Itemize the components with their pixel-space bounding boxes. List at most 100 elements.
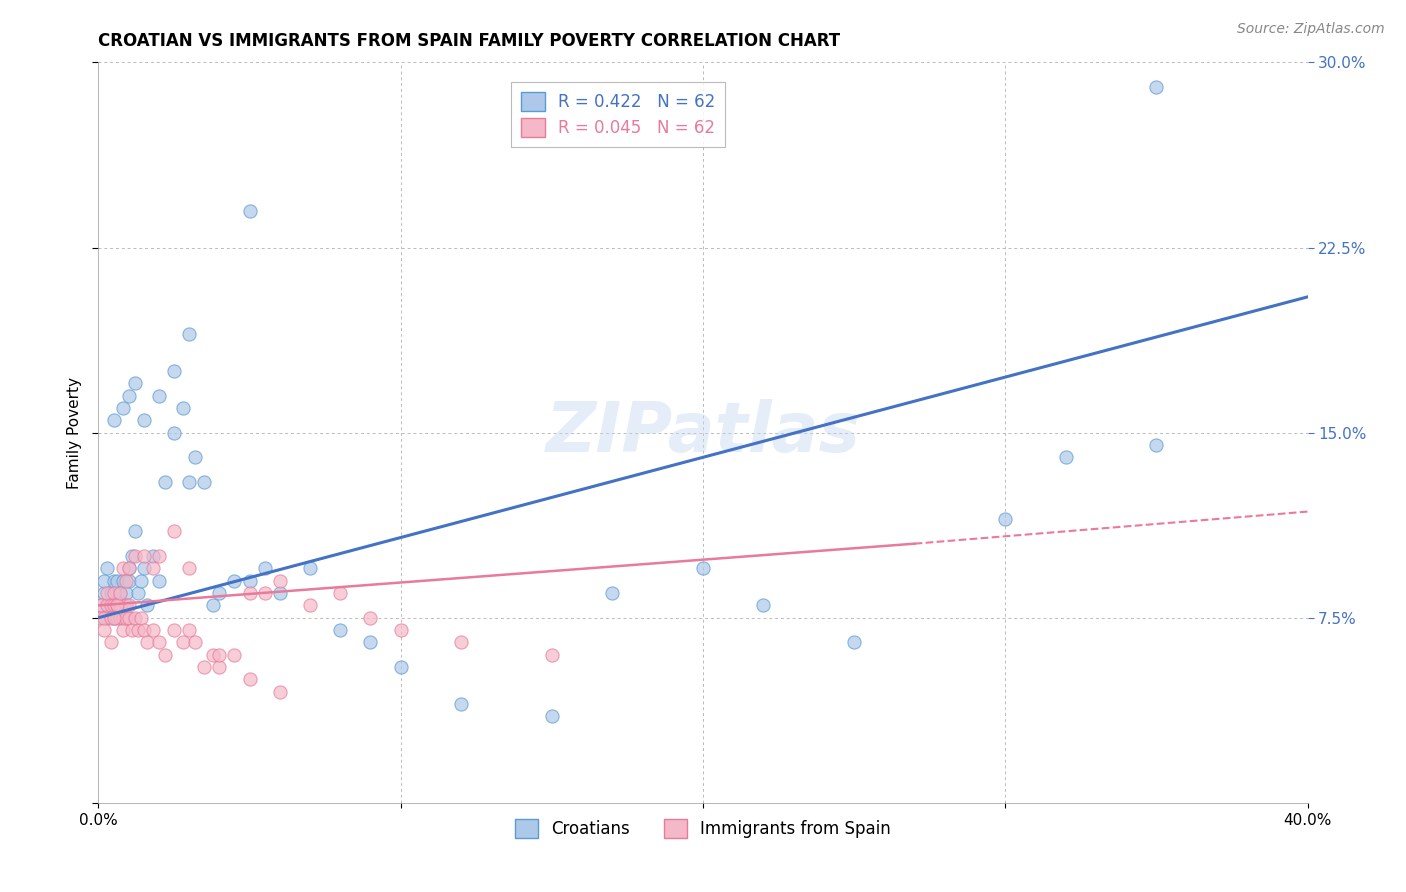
Point [108, 599, 131, 613]
Point [100, 635, 122, 649]
Point [163, 524, 186, 539]
Point [96, 586, 118, 600]
Point [124, 524, 146, 539]
Point [360, 610, 382, 624]
Point [299, 561, 322, 575]
Point [163, 425, 186, 440]
Point [108, 610, 131, 624]
Point [179, 475, 201, 489]
Point [239, 673, 262, 687]
Point [111, 561, 134, 575]
Point [100, 599, 122, 613]
Point [269, 574, 291, 588]
Point [202, 648, 225, 662]
Point [844, 635, 866, 649]
Point [239, 574, 262, 588]
Point [111, 574, 134, 588]
Point [450, 635, 472, 649]
Point [118, 574, 141, 588]
Point [103, 574, 125, 588]
Point [1054, 450, 1077, 465]
Point [540, 709, 562, 723]
Point [135, 635, 157, 649]
Point [111, 401, 134, 415]
Point [142, 623, 165, 637]
Point [142, 561, 165, 575]
Point [269, 586, 291, 600]
Point [1144, 438, 1167, 452]
Point [360, 635, 382, 649]
Point [253, 561, 276, 575]
Point [153, 475, 176, 489]
Point [752, 599, 775, 613]
Point [269, 685, 291, 699]
Point [90, 610, 112, 624]
Point [1144, 80, 1167, 95]
Point [124, 376, 146, 391]
Point [105, 586, 128, 600]
Point [96, 599, 118, 613]
Point [103, 610, 125, 624]
Point [208, 648, 231, 662]
Point [239, 586, 262, 600]
Point [184, 450, 207, 465]
Point [540, 648, 562, 662]
Point [253, 586, 276, 600]
Point [121, 623, 143, 637]
Point [142, 549, 165, 563]
Point [105, 610, 128, 624]
Point [163, 364, 186, 378]
Point [93, 610, 115, 624]
Point [163, 623, 186, 637]
Point [148, 388, 170, 402]
Point [114, 610, 136, 624]
Point [118, 610, 141, 624]
Point [193, 475, 215, 489]
Point [994, 512, 1017, 526]
Point [299, 599, 322, 613]
Point [111, 610, 134, 624]
Point [108, 586, 131, 600]
Point [129, 574, 152, 588]
Point [121, 549, 143, 563]
Point [208, 660, 231, 674]
Point [208, 586, 231, 600]
Point [93, 586, 115, 600]
Point [450, 697, 472, 711]
Point [103, 413, 125, 427]
Point [118, 561, 141, 575]
Point [105, 599, 128, 613]
Point [602, 586, 624, 600]
Point [179, 623, 201, 637]
Point [105, 574, 128, 588]
Point [100, 610, 122, 624]
Point [114, 599, 136, 613]
Point [90, 599, 112, 613]
Point [103, 599, 125, 613]
Point [114, 574, 136, 588]
Point [153, 648, 176, 662]
Point [132, 549, 155, 563]
Point [135, 599, 157, 613]
Point [389, 660, 412, 674]
Point [114, 586, 136, 600]
Text: CROATIAN VS IMMIGRANTS FROM SPAIN FAMILY POVERTY CORRELATION CHART: CROATIAN VS IMMIGRANTS FROM SPAIN FAMILY… [98, 32, 841, 50]
Point [179, 326, 201, 341]
Point [224, 648, 246, 662]
Point [193, 660, 215, 674]
Text: ZIPatlas: ZIPatlas [546, 399, 860, 467]
Point [103, 586, 125, 600]
Point [103, 610, 125, 624]
Point [124, 610, 146, 624]
Point [108, 599, 131, 613]
Point [105, 599, 128, 613]
Point [118, 561, 141, 575]
Y-axis label: Family Poverty: Family Poverty [67, 376, 83, 489]
Point [148, 549, 170, 563]
Point [172, 401, 194, 415]
Point [148, 635, 170, 649]
Point [132, 413, 155, 427]
Point [108, 586, 131, 600]
Point [389, 623, 412, 637]
Point [692, 561, 714, 575]
